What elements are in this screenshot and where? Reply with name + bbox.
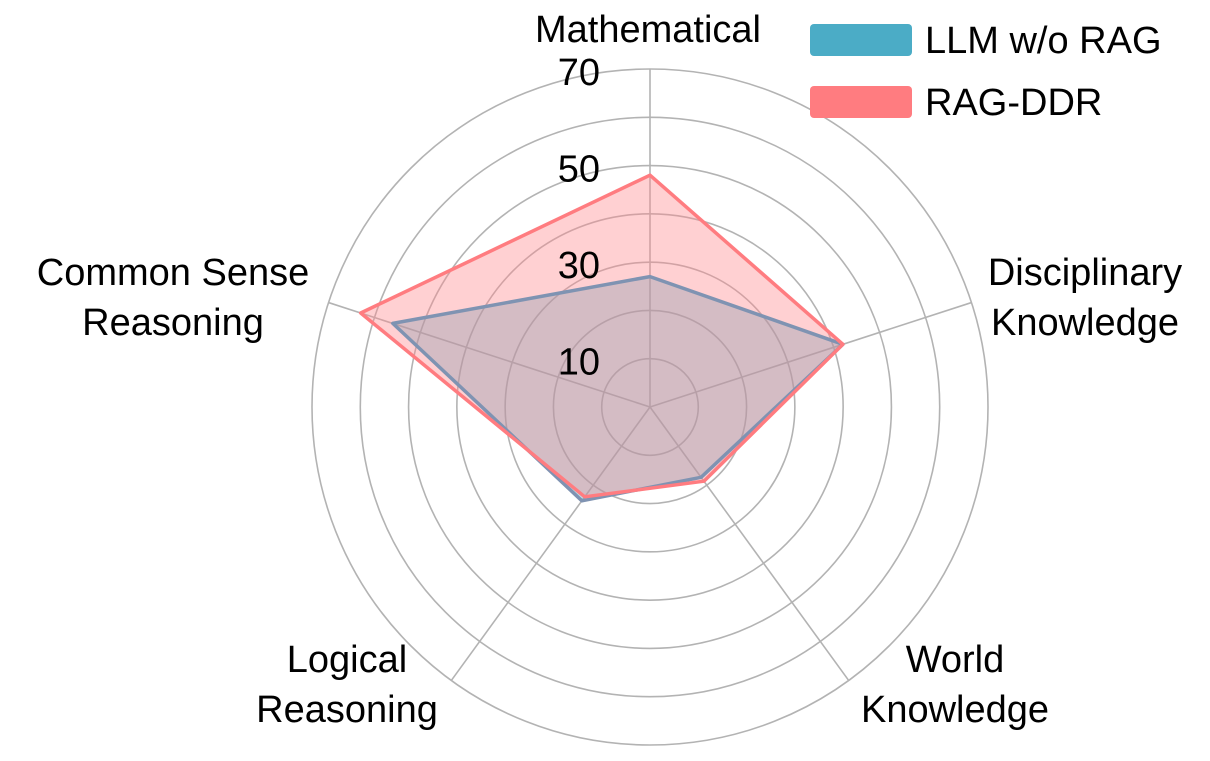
axis-label: Disciplinary Knowledge — [988, 252, 1182, 344]
series-area-1 — [392, 276, 843, 501]
axis-label-line: Disciplinary — [988, 252, 1182, 294]
axis-label: Common Sense Reasoning — [37, 252, 309, 344]
axis-labels: Mathematical Disciplinary Knowledge World Kn… — [37, 9, 1182, 731]
axis-label: Logical Reasoning — [256, 639, 438, 731]
series-layer — [358, 173, 845, 503]
legend: LLM w/o RAG RAG-DDR — [810, 20, 1162, 124]
axis-label-line: World — [906, 639, 1005, 681]
grid-spoke — [328, 301, 651, 408]
axis-label-line: Knowledge — [861, 689, 1049, 731]
tick-label: 30 — [558, 245, 600, 287]
legend-label: RAG-DDR — [925, 82, 1102, 124]
axis-label: World Knowledge — [861, 639, 1049, 731]
legend-label: LLM w/o RAG — [925, 20, 1162, 62]
axis-label-line: Knowledge — [991, 302, 1179, 344]
legend-swatch — [810, 86, 912, 118]
grid-spoke — [450, 406, 651, 681]
tick-labels: 10 30 50 70 — [558, 52, 600, 384]
grid-spoke — [649, 406, 850, 681]
axis-label-line: Common Sense — [37, 252, 309, 294]
axis-label-line: Reasoning — [82, 302, 264, 344]
axis-label: Mathematical — [535, 9, 761, 51]
tick-label: 10 — [558, 342, 600, 384]
tick-label: 70 — [558, 52, 600, 94]
axis-label-line: Mathematical — [535, 9, 761, 51]
series-area-2 — [360, 175, 843, 497]
series-line-2 — [358, 173, 845, 499]
grid — [311, 68, 989, 746]
tick-label: 50 — [558, 149, 600, 191]
legend-swatch — [810, 24, 912, 56]
grid-spoke — [649, 301, 972, 408]
axis-label-line: Logical — [287, 639, 407, 681]
axis-label-line: Reasoning — [256, 689, 438, 731]
